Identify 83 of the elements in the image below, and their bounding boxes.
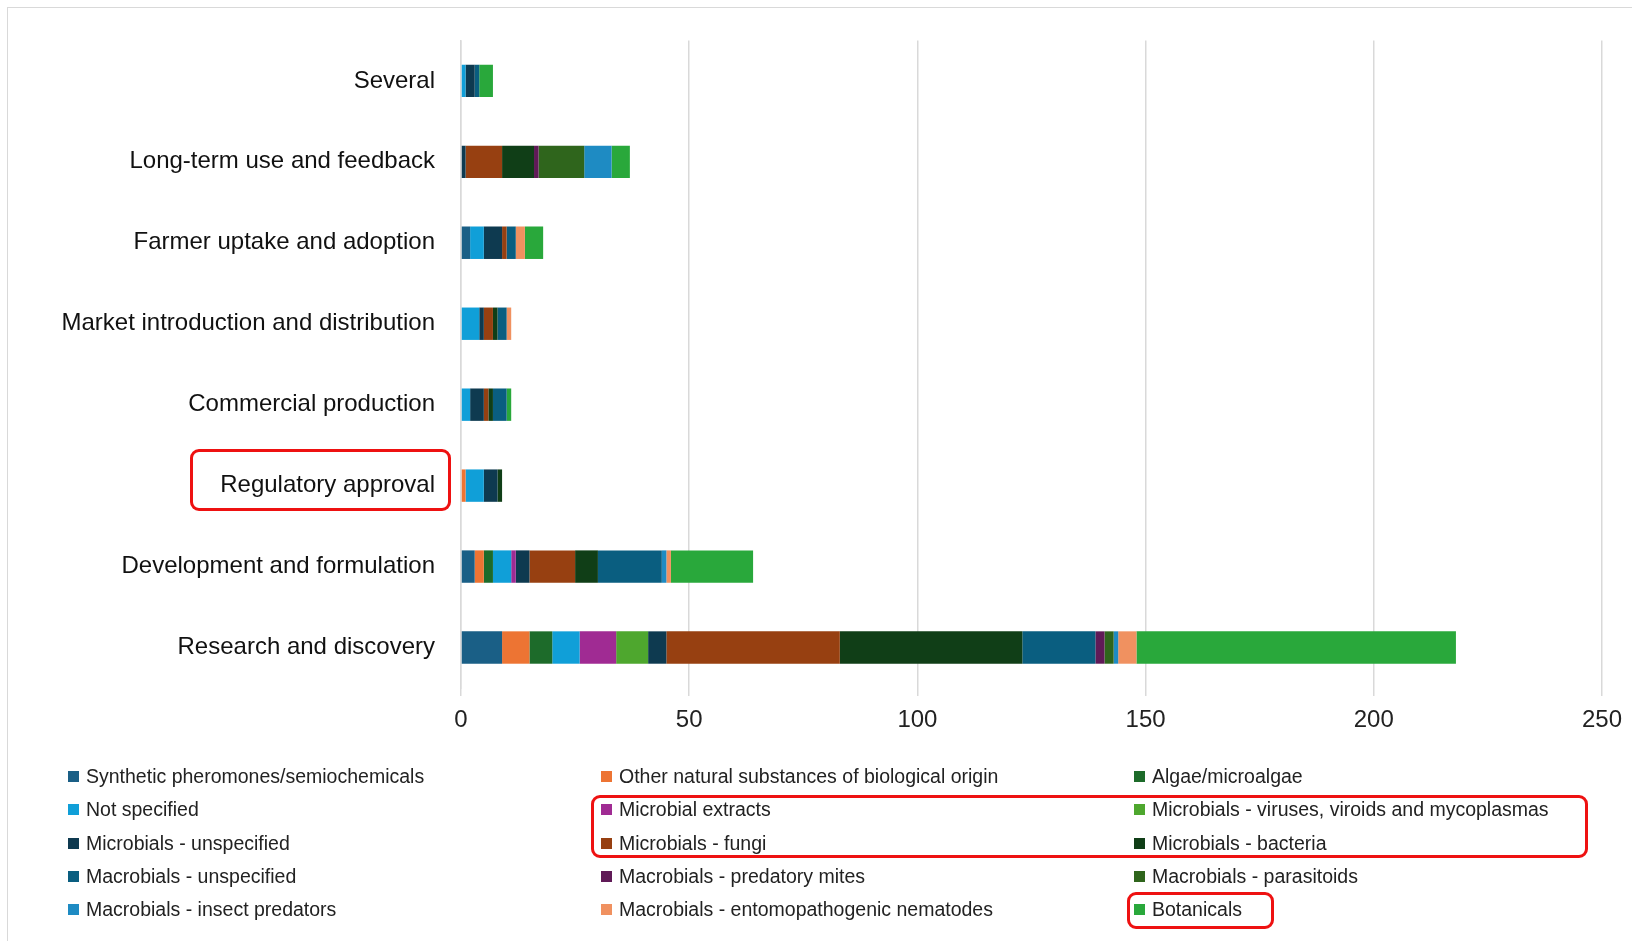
bar (497, 307, 507, 340)
x-tick-label: 150 (1125, 705, 1166, 733)
bar (584, 145, 612, 179)
legend-label: Microbials - viruses, viroids and mycoplasmas (1152, 798, 1549, 822)
y-tick-label: Development and formulation (121, 551, 435, 579)
bar (483, 550, 493, 583)
bar (616, 631, 649, 664)
y-tick-label: Farmer uptake and adoption (133, 227, 435, 255)
legend-label: Algae/microalgae (1152, 765, 1303, 789)
bar (461, 226, 471, 259)
bar (483, 307, 493, 340)
bar (470, 226, 484, 259)
bar (575, 550, 598, 583)
bar (479, 64, 493, 98)
bar (461, 145, 466, 179)
bar (648, 631, 667, 664)
x-tick-label: 200 (1353, 705, 1394, 733)
legend-label: Botanicals (1152, 898, 1242, 922)
y-tick-label: Research and discovery (177, 632, 435, 660)
x-tick-label: 0 (454, 705, 468, 733)
bar (1095, 631, 1105, 664)
bar (1136, 631, 1456, 664)
x-tick-label: 50 (675, 705, 703, 733)
bar (502, 631, 530, 664)
bar (474, 550, 484, 583)
x-tick-label: 250 (1581, 705, 1622, 733)
bar (529, 631, 553, 664)
bar (597, 550, 662, 583)
y-tick-label: Regulatory approval (220, 470, 435, 498)
y-tick-label: Commercial production (188, 389, 435, 417)
bar (461, 307, 480, 340)
legend-label: Not specified (86, 798, 199, 822)
bar (1022, 631, 1096, 664)
bar (492, 550, 512, 583)
bar (670, 550, 754, 583)
bar (488, 388, 493, 421)
bar (506, 226, 516, 259)
bar (515, 226, 525, 259)
bar (465, 145, 503, 179)
bar (666, 631, 840, 664)
bar (534, 145, 539, 179)
legend-label: Microbials - fungi (619, 831, 767, 855)
legend-label: Synthetic pheromones/semiochemicals (86, 765, 425, 789)
bar (529, 550, 576, 583)
y-tick-label: Market introduction and distribution (61, 308, 435, 336)
bar (502, 226, 507, 259)
bar (552, 631, 580, 664)
bar (839, 631, 1023, 664)
legend-label: Macrobials - predatory mites (619, 865, 865, 889)
bar (461, 469, 466, 502)
bar (511, 550, 516, 583)
y-tick-label: Several (353, 65, 435, 93)
legend-label: Microbials - unspecified (86, 831, 290, 855)
bar (465, 469, 484, 502)
legend-label: Other natural substances of biological origin (619, 765, 999, 789)
bar (538, 145, 585, 179)
x-tick-label: 100 (897, 705, 938, 733)
bar (1104, 631, 1114, 664)
bar (479, 307, 484, 340)
bar (666, 550, 671, 583)
legend-label: Microbial extracts (619, 798, 771, 822)
bar (461, 388, 471, 421)
bar (483, 469, 498, 502)
bar (524, 226, 544, 259)
legend-label: Macrobials - parasitoids (1152, 865, 1358, 889)
bar (492, 388, 507, 421)
bar (515, 550, 530, 583)
bar (1118, 631, 1137, 664)
bar (611, 145, 630, 179)
legend-label: Macrobials - entomopathogenic nematodes (619, 898, 993, 922)
bar (461, 631, 503, 664)
bar (492, 307, 498, 340)
legend-label: Macrobials - insect predators (86, 898, 337, 922)
bar (470, 388, 484, 421)
bar (461, 64, 466, 98)
legend-label: Macrobials - unspecified (86, 865, 297, 889)
y-tick-label: Long-term use and feedback (129, 146, 436, 174)
bar (465, 64, 475, 98)
bar (579, 631, 617, 664)
bar (461, 550, 475, 583)
bar (483, 226, 503, 259)
legend-label: Microbials - bacteria (1152, 831, 1327, 855)
bar (502, 145, 535, 179)
